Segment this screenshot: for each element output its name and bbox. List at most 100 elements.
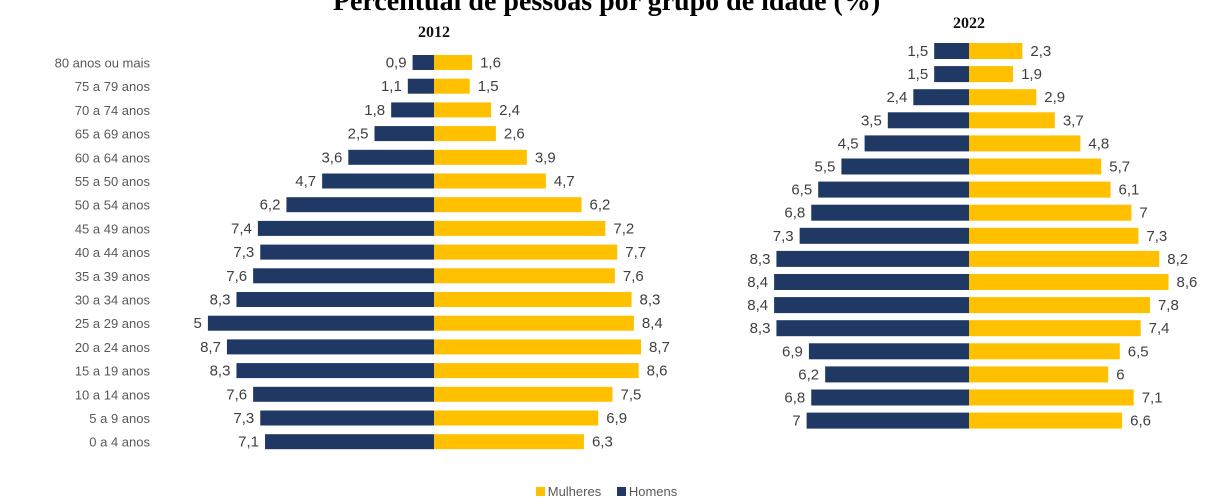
label-men-2022-16: 7: [792, 413, 800, 430]
label-women-2022-1: 1,9: [1021, 66, 1042, 83]
label-women-2022-14: 6: [1116, 366, 1124, 383]
bar-men-2012-6: [286, 197, 434, 213]
label-men-2022-15: 6,8: [784, 390, 805, 407]
bar-women-2022-12: [969, 320, 1141, 337]
subtitle-2022: 2022: [953, 15, 985, 32]
bar-women-2022-11: [969, 297, 1150, 314]
bar-men-2012-2: [391, 102, 434, 118]
label-men-2012-5: 4,7: [295, 173, 316, 190]
bar-men-2012-11: [207, 315, 434, 331]
label-men-2022-7: 6,8: [784, 205, 805, 222]
bar-men-2012-16: [265, 434, 434, 450]
label-men-2022-12: 8,3: [750, 320, 771, 337]
label-men-2012-1: 1,1: [381, 78, 402, 95]
age-label-11: 25 a 29 anos: [75, 316, 151, 331]
age-label-2: 70 a 74 anos: [75, 103, 151, 118]
age-label-13: 15 a 19 anos: [75, 364, 151, 379]
label-men-2022-0: 1,5: [907, 43, 928, 60]
bar-men-2022-2: [913, 89, 969, 106]
age-label-16: 0 a 4 anos: [89, 435, 150, 450]
bar-women-2012-16: [434, 434, 584, 450]
bar-men-2022-6: [818, 181, 969, 198]
legend-label-men: Homens: [628, 484, 678, 499]
bar-women-2022-10: [969, 274, 1169, 290]
legend-label-women: Mulheres: [547, 484, 602, 499]
bar-men-2022-12: [776, 320, 969, 337]
bar-men-2012-8: [260, 244, 434, 260]
bar-women-2022-2: [969, 89, 1037, 106]
bar-men-2022-13: [808, 343, 969, 360]
bar-women-2012-5: [434, 173, 546, 189]
bar-men-2012-1: [407, 78, 434, 94]
bar-women-2022-5: [969, 158, 1102, 175]
label-women-2012-2: 2,4: [499, 102, 520, 119]
legend-swatch-men: [616, 487, 626, 496]
bar-women-2012-13: [434, 363, 639, 379]
legend-item-men: Homens: [616, 484, 678, 499]
bar-men-2012-4: [348, 149, 434, 165]
label-women-2022-2: 2,9: [1044, 89, 1065, 106]
label-men-2022-6: 6,5: [791, 182, 812, 199]
age-label-9: 35 a 39 anos: [75, 269, 151, 284]
label-women-2012-11: 8,4: [642, 315, 663, 332]
bar-men-2022-8: [799, 227, 969, 244]
bar-men-2022-1: [934, 66, 969, 83]
label-men-2022-4: 4,5: [838, 135, 859, 152]
bar-men-2022-10: [774, 274, 969, 290]
label-men-2022-1: 1,5: [907, 66, 928, 83]
label-women-2012-1: 1,5: [478, 78, 499, 95]
bar-men-2012-15: [260, 410, 434, 426]
age-label-0: 80 anos ou mais: [55, 56, 151, 71]
label-women-2012-12: 8,7: [649, 339, 670, 356]
chart-title: Percentual de pessoas por grupo de idade…: [332, 0, 881, 17]
label-men-2012-15: 7,3: [233, 410, 254, 427]
bar-women-2012-4: [434, 149, 527, 165]
bar-men-2012-3: [374, 126, 434, 142]
bar-women-2012-9: [434, 268, 615, 284]
bar-men-2012-9: [253, 268, 434, 284]
label-men-2022-3: 3,5: [861, 112, 882, 129]
pyramid-2012: 2012 1,6 0,9 1,5 1,1 2,4 1,8 2,6 2,5 3,9 3,6 4,7 4,7…: [194, 24, 670, 451]
bar-women-2022-9: [969, 250, 1160, 267]
label-men-2012-6: 6,2: [260, 197, 281, 214]
label-women-2022-10: 8,6: [1177, 274, 1198, 291]
label-men-2012-16: 7,1: [238, 434, 259, 451]
age-label-3: 65 a 69 anos: [75, 127, 151, 142]
bar-men-2022-14: [825, 366, 969, 383]
bar-men-2022-16: [806, 412, 969, 429]
label-men-2012-8: 7,3: [233, 244, 254, 261]
bar-men-2022-5: [841, 158, 969, 175]
label-men-2022-9: 8,3: [750, 251, 771, 268]
bar-men-2022-11: [774, 297, 969, 314]
age-group-labels: 80 anos ou mais 75 a 79 anos 70 a 74 anos 6…: [55, 56, 151, 450]
age-label-14: 10 a 14 anos: [75, 387, 151, 402]
label-women-2012-10: 8,3: [640, 292, 661, 309]
label-men-2022-11: 8,4: [747, 297, 768, 314]
bar-women-2022-1: [969, 66, 1014, 83]
label-men-2012-13: 8,3: [210, 363, 231, 380]
label-women-2022-6: 6,1: [1119, 182, 1140, 199]
label-women-2012-3: 2,6: [504, 126, 525, 143]
bar-women-2012-8: [434, 244, 618, 260]
age-label-7: 45 a 49 anos: [75, 221, 151, 236]
bar-women-2012-0: [434, 55, 473, 70]
label-men-2012-10: 8,3: [210, 292, 231, 309]
label-women-2022-11: 7,8: [1158, 297, 1179, 314]
bar-women-2012-15: [434, 410, 599, 426]
pyramid-2022: 2022 2,3 1,5 1,9 1,5 2,9 2,4 3,7 3,5 4,8 4,5 5,7 5,5…: [747, 15, 1197, 430]
bar-women-2012-3: [434, 126, 496, 142]
label-men-2012-3: 2,5: [348, 126, 369, 143]
bar-men-2012-12: [226, 339, 434, 355]
label-women-2022-4: 4,8: [1088, 135, 1109, 152]
label-men-2012-2: 1,8: [364, 102, 385, 119]
label-women-2022-5: 5,7: [1109, 159, 1130, 176]
label-women-2012-9: 7,6: [623, 268, 644, 285]
label-women-2012-14: 7,5: [621, 386, 642, 403]
label-women-2022-3: 3,7: [1063, 112, 1084, 129]
label-women-2022-9: 8,2: [1167, 251, 1188, 268]
population-pyramids: 80 anos ou mais 75 a 79 anos 70 a 74 anos 6…: [55, 15, 1198, 451]
bar-men-2022-3: [887, 112, 969, 129]
label-men-2012-14: 7,6: [226, 386, 247, 403]
bar-men-2012-13: [236, 363, 434, 379]
label-men-2012-7: 7,4: [231, 220, 252, 237]
